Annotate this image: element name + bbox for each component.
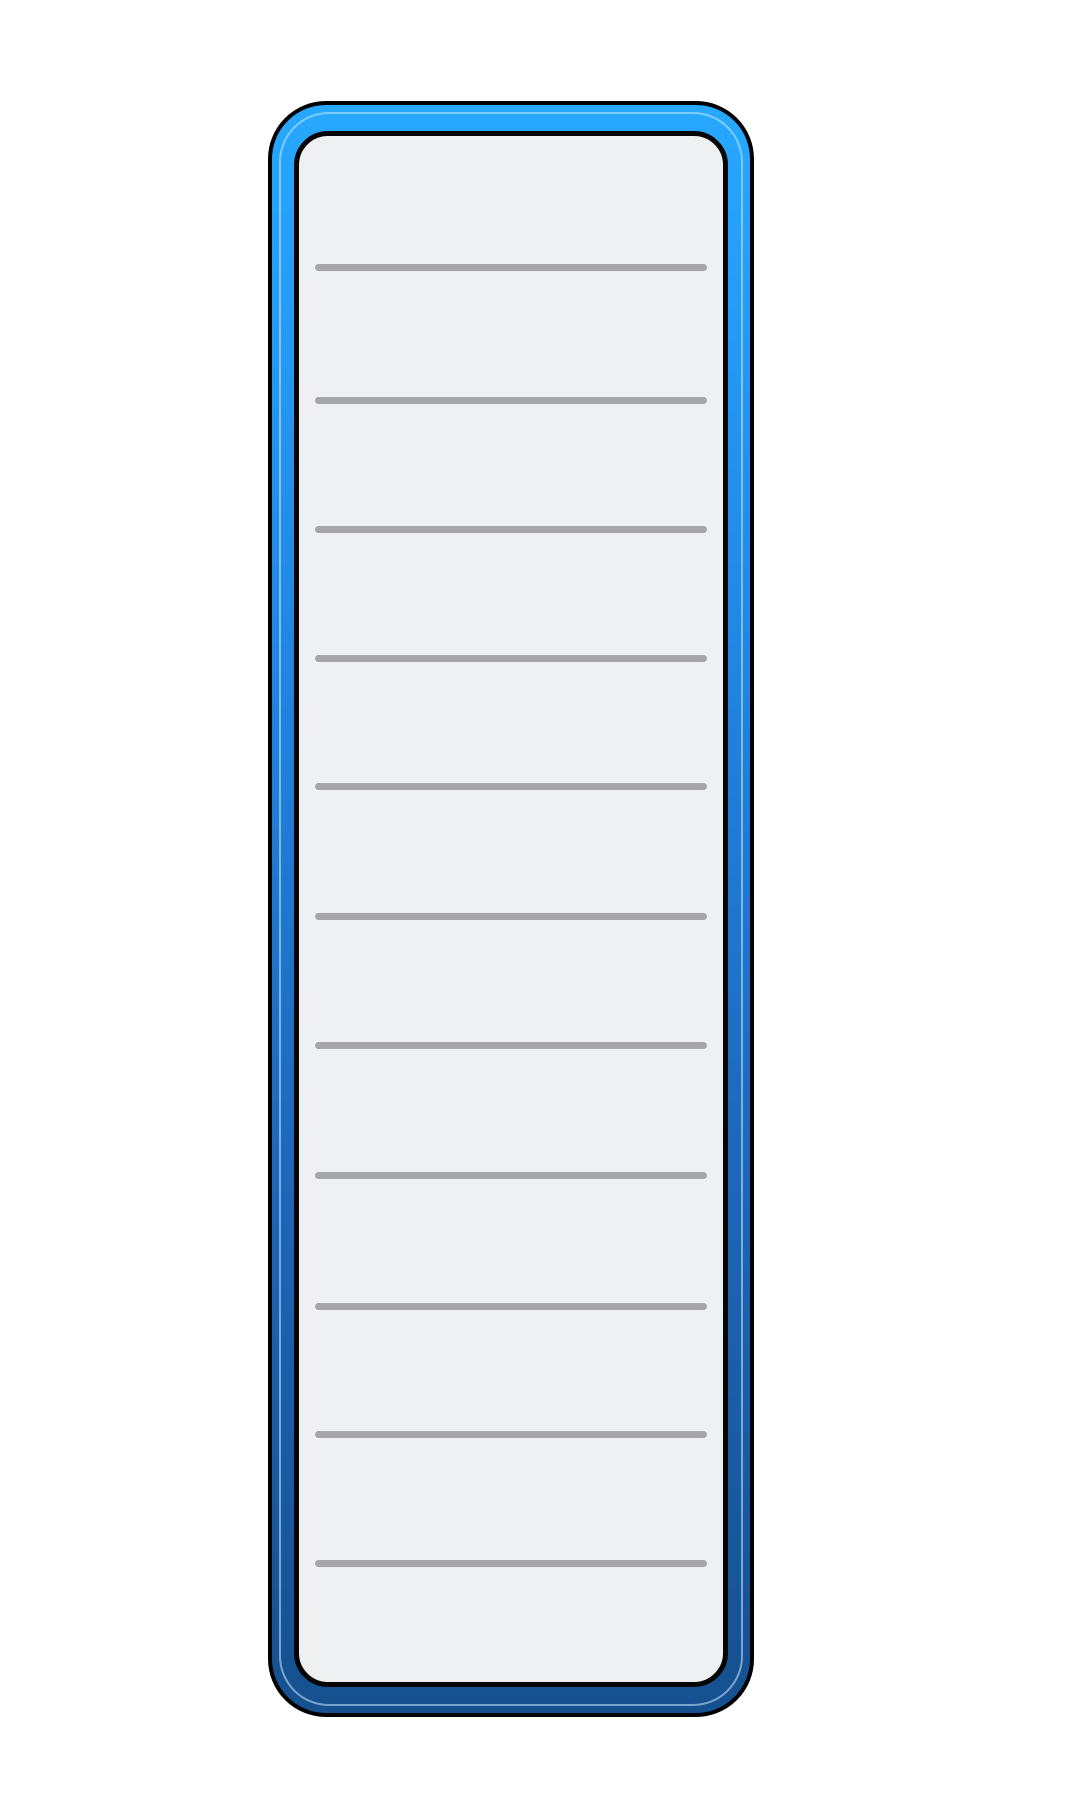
list-slot-label: [323, 271, 699, 399]
panel-bevel: [279, 112, 743, 1706]
list-divider: [315, 1042, 707, 1049]
list-divider: [315, 783, 707, 790]
list-slot[interactable]: [299, 1438, 723, 1566]
list-slot[interactable]: [299, 533, 723, 661]
list-divider: [315, 913, 707, 920]
list-slot[interactable]: [299, 136, 723, 264]
list-slot-label: [323, 1438, 699, 1566]
list-divider: [315, 397, 707, 404]
list-panel: [294, 131, 728, 1687]
list-slot[interactable]: [299, 662, 723, 790]
list-slot[interactable]: [299, 920, 723, 1048]
list-slot[interactable]: [299, 1049, 723, 1177]
list-divider: [315, 1431, 707, 1438]
list-slot-label: [323, 136, 699, 264]
list-slot[interactable]: [299, 1310, 723, 1438]
list-slot[interactable]: [299, 1567, 723, 1682]
list-slot-label: [323, 1049, 699, 1177]
list-slot-label: [323, 1179, 699, 1307]
list-slot[interactable]: [299, 1179, 723, 1307]
list-slot-label: [323, 533, 699, 661]
list-divider: [315, 1303, 707, 1310]
list-divider: [315, 1560, 707, 1567]
list-slot-label: [323, 920, 699, 1048]
list-divider: [315, 264, 707, 271]
list-divider: [315, 655, 707, 662]
list-divider: [315, 526, 707, 533]
list-slot-label: [323, 1310, 699, 1438]
list-slot[interactable]: [299, 404, 723, 532]
list-slot-label: [323, 404, 699, 532]
list-divider: [315, 1172, 707, 1179]
list-slot-label: [323, 662, 699, 790]
list-slot-label: [323, 1567, 699, 1682]
list-slot[interactable]: [299, 271, 723, 399]
list-slot-label: [323, 790, 699, 918]
list-slot[interactable]: [299, 790, 723, 918]
